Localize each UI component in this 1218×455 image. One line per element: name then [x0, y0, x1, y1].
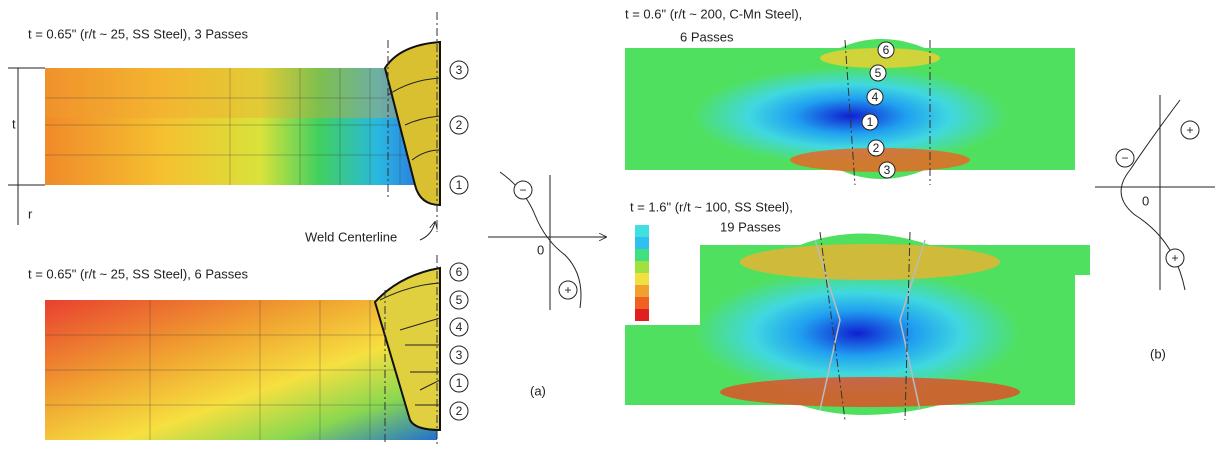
panel-subtitle: 6 Passes [680, 29, 734, 44]
contour-band [720, 377, 1020, 407]
panel-title: t = 1.6" (r/t ~ 100, SS Steel), [630, 199, 793, 214]
panel-title: t = 0.6" (r/t ~ 200, C-Mn Steel), [625, 6, 802, 21]
contour-band [740, 244, 1000, 280]
caption: (a) [530, 383, 546, 398]
pass-markers: 3 2 1 [449, 60, 469, 195]
pass-number: 2 [456, 404, 463, 418]
centerline [904, 231, 911, 421]
contour-plate [625, 233, 1090, 415]
pass-number: 1 [456, 178, 463, 192]
sign-plus: + [564, 283, 571, 297]
contour-band [45, 68, 437, 118]
pass-boundaries [387, 77, 441, 161]
pass-markers: 6 5 4 3 1 2 [449, 262, 469, 421]
sign-plus: + [1171, 251, 1178, 265]
color-legend [635, 225, 649, 321]
centerline-label: Weld Centerline [305, 229, 397, 244]
pass-number: 5 [875, 66, 882, 80]
pass-number: 3 [456, 348, 463, 362]
sign-minus: − [1121, 151, 1128, 165]
leader-arrow [419, 222, 435, 241]
panel-title: t = 0.65" (r/t ~ 25, SS Steel), 3 Passes [28, 26, 248, 41]
pass-number: 1 [867, 115, 874, 129]
thickness-label: t [12, 116, 16, 131]
origin-label: 0 [537, 242, 544, 257]
panel-title: t = 0.65" (r/t ~ 25, SS Steel), 6 Passes [28, 266, 248, 281]
pass-number: 3 [456, 63, 463, 77]
pass-number: 1 [456, 376, 463, 390]
sign-minus: − [519, 183, 526, 197]
caption: (b) [1150, 346, 1166, 361]
weld-bead [383, 40, 441, 207]
sign-plus: + [1186, 123, 1193, 137]
origin-label: 0 [1142, 193, 1149, 208]
pass-number: 4 [456, 320, 463, 334]
contour-band [820, 48, 940, 68]
panel-subtitle: 19 Passes [720, 219, 781, 234]
radius-label: r [28, 206, 33, 221]
mesh [45, 300, 437, 440]
pass-number: 5 [456, 293, 463, 307]
pass-number: 6 [883, 43, 890, 57]
pass-outlines [814, 239, 926, 411]
pass-number: 3 [884, 163, 891, 177]
pass-number: 4 [872, 90, 879, 104]
pass-boundaries [379, 282, 441, 406]
stress-profile [1120, 99, 1186, 291]
contour-plate [45, 68, 437, 185]
pass-markers: 6 5 4 1 2 3 [861, 41, 896, 179]
contour-band [790, 148, 970, 172]
pass-number: 2 [873, 141, 880, 155]
weld-bead [373, 266, 441, 432]
pass-number: 2 [456, 118, 463, 132]
pass-number: 6 [456, 265, 463, 279]
